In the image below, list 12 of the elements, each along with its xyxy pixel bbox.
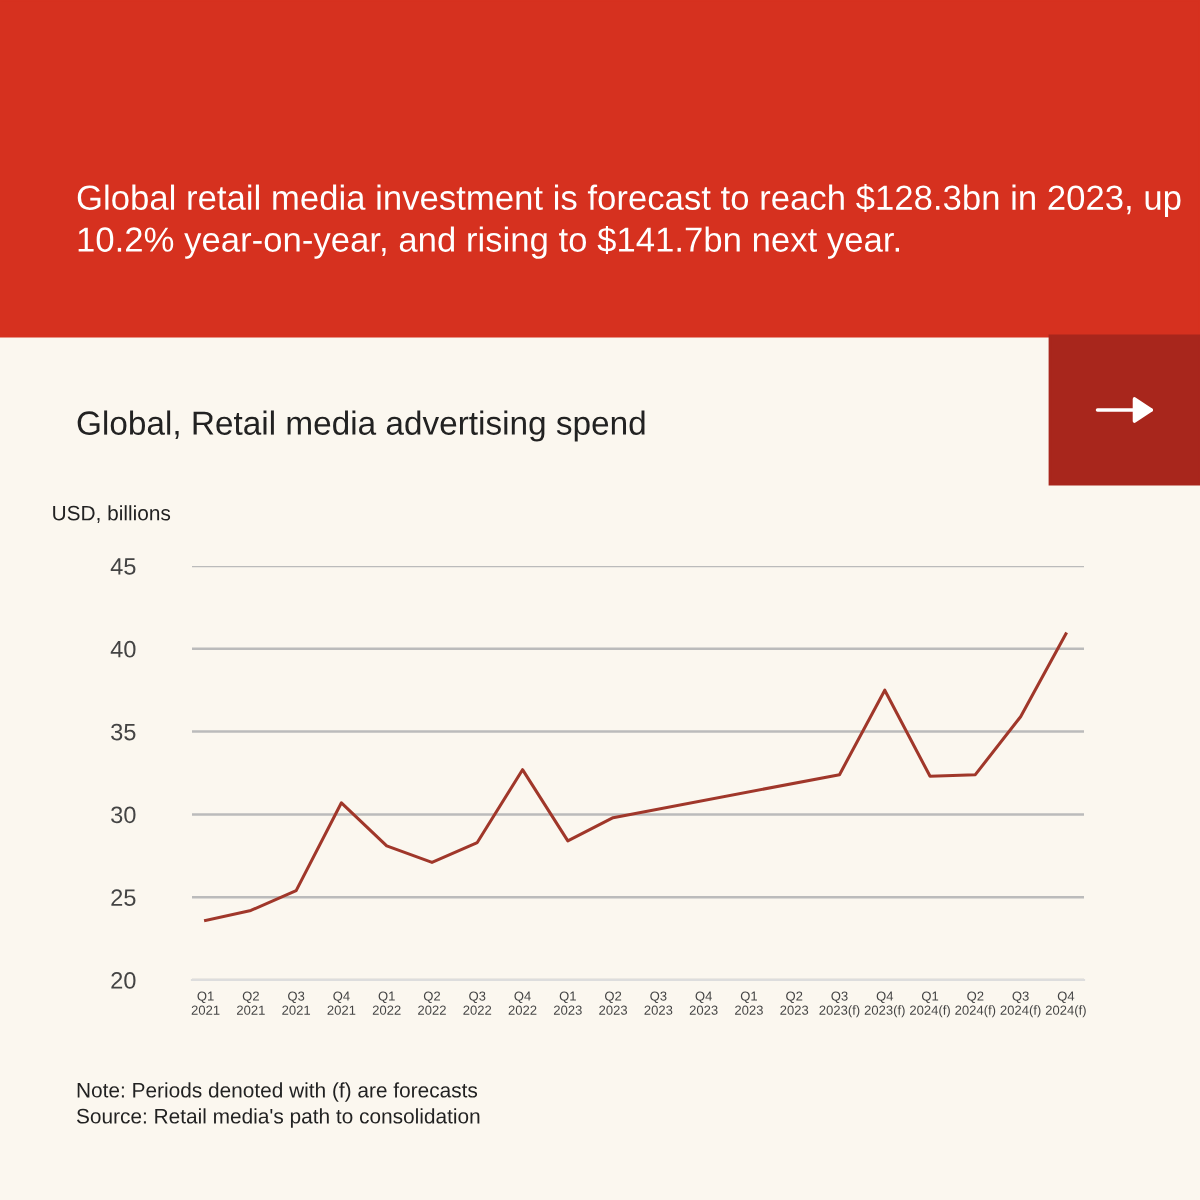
y-tick-label: 20 (111, 972, 136, 989)
y-tick-label: 35 (111, 723, 136, 741)
y-axis-title: USD, billions (53, 505, 171, 523)
y-tick-label: 40 (110, 640, 136, 658)
y-tick-label: 25 (111, 889, 136, 906)
chart-subtitle: Global retail media investment is forecast to reach $128.3bn in 2023, up 10.2% year-on-year, and rising to $141.7bn next year. (77, 184, 1181, 259)
chart-title: Global, Retail media advertising spend (77, 410, 645, 442)
line-series (204, 632, 1068, 922)
text: Note: Periods denoted with (f) are forecasts (77, 1082, 478, 1102)
y-tick-label: 45 (110, 558, 136, 575)
source-note: Source: Retail media's path to consolidation (76, 1108, 480, 1128)
y-tick-label: 30 (111, 806, 136, 824)
